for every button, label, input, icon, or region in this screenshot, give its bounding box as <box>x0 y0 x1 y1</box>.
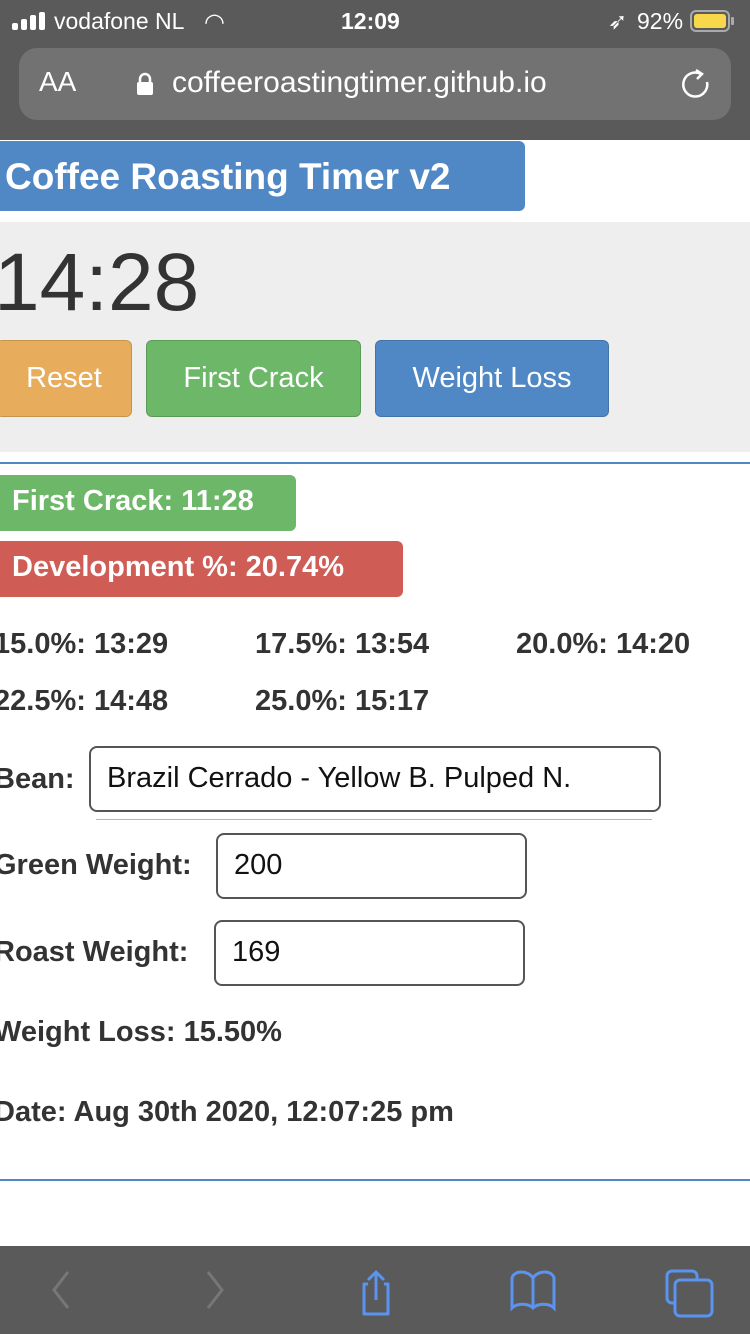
clock: 12:09 <box>341 8 400 34</box>
roast-weight-input[interactable]: 169 <box>214 920 525 986</box>
target-20: 20.0%: 14:20 <box>516 628 691 660</box>
forward-icon[interactable] <box>200 1268 230 1312</box>
url[interactable]: coffeeroastingtimer.github.io <box>172 66 547 99</box>
target-17-5: 17.5%: 13:54 <box>255 628 430 660</box>
page-title: Coffee Roasting Timer v2 <box>0 141 525 211</box>
roast-date: Date: Aug 30th 2020, 12:07:25 pm <box>0 1096 454 1128</box>
battery-icon <box>690 10 734 32</box>
green-weight-label: Green Weight: <box>0 849 192 881</box>
signal-icon <box>12 12 45 30</box>
location-icon: ➶ <box>608 8 628 34</box>
reset-button[interactable]: Reset <box>0 340 132 417</box>
green-weight-input[interactable]: 200 <box>216 833 527 899</box>
text-size-button[interactable]: AA <box>39 66 77 97</box>
share-icon[interactable] <box>354 1268 398 1318</box>
timer-panel: 14:28 Reset First Crack Weight Loss <box>0 222 750 452</box>
carrier: vodafone NL <box>54 8 185 34</box>
timer-display: 14:28 <box>0 237 200 328</box>
battery-percent: 92% <box>637 8 684 34</box>
back-icon[interactable] <box>46 1268 76 1312</box>
target-22-5: 22.5%: 14:48 <box>0 685 169 717</box>
target-15: 15.0%: 13:29 <box>0 628 169 660</box>
lock-icon <box>137 72 153 95</box>
browser-chrome: vodafone NL ◠ 12:09 ➶ 92% AA coffeeroast… <box>0 0 750 140</box>
address-bar[interactable]: AA coffeeroastingtimer.github.io <box>19 48 731 120</box>
bean-input[interactable]: Brazil Cerrado - Yellow B. Pulped N. <box>89 746 661 812</box>
first-crack-label: First Crack: 11:28 <box>0 475 296 531</box>
development-label: Development %: 20.74% <box>0 541 403 597</box>
tabs-icon[interactable] <box>664 1268 718 1318</box>
reload-icon[interactable] <box>679 68 713 102</box>
weight-loss-value: Weight Loss: 15.50% <box>0 1016 282 1048</box>
roast-weight-label: Roast Weight: <box>0 936 189 968</box>
weight-loss-button[interactable]: Weight Loss <box>375 340 609 417</box>
wifi-icon: ◠ <box>204 9 225 36</box>
target-25: 25.0%: 15:17 <box>255 685 430 717</box>
divider <box>0 1179 750 1181</box>
divider <box>0 462 750 464</box>
browser-toolbar <box>0 1246 750 1334</box>
input-underline <box>96 819 652 820</box>
bookmarks-icon[interactable] <box>508 1268 558 1312</box>
first-crack-button[interactable]: First Crack <box>146 340 361 417</box>
bean-label: Bean: <box>0 763 75 795</box>
